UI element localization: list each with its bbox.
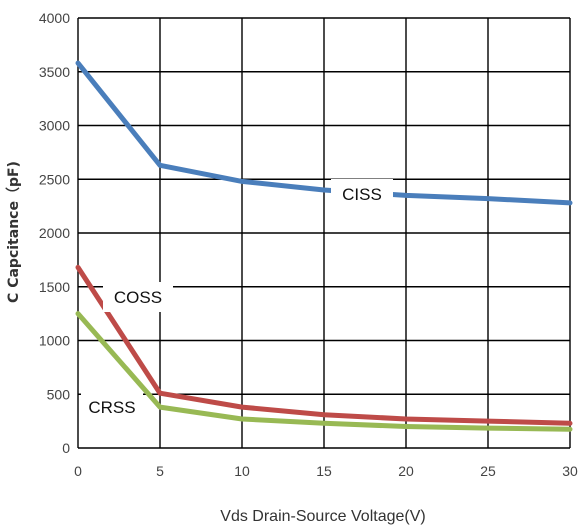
y-tick-label: 0 bbox=[62, 440, 70, 456]
series-label-bg bbox=[81, 392, 143, 422]
y-tick-label: 3500 bbox=[39, 64, 70, 80]
y-tick-label: 3000 bbox=[39, 118, 70, 134]
y-tick-labels: 0 500 1000 1500 2000 2500 3000 3500 4000 bbox=[39, 10, 70, 456]
series-labels: CISS COSS CRSS bbox=[81, 179, 393, 422]
x-tick-label: 0 bbox=[74, 463, 82, 479]
x-tick-label: 15 bbox=[316, 463, 332, 479]
grid bbox=[77, 17, 571, 449]
x-tick-label: 30 bbox=[562, 463, 578, 479]
series-label-crss: CRSS bbox=[88, 398, 135, 417]
y-tick-label: 1000 bbox=[39, 333, 70, 349]
y-axis-label: C Capcitance（pF) bbox=[6, 161, 22, 303]
x-axis-label: Vds Drain-Source Voltage(V) bbox=[220, 508, 425, 525]
series-label-bg bbox=[103, 282, 173, 312]
series-line-coss bbox=[75, 264, 573, 426]
y-tick-label: 1500 bbox=[39, 279, 70, 295]
y-tick-label: 4000 bbox=[39, 10, 70, 26]
x-tick-label: 10 bbox=[234, 463, 250, 479]
x-tick-label: 25 bbox=[480, 463, 496, 479]
series-label-coss: COSS bbox=[114, 288, 162, 307]
series-label-bg bbox=[331, 179, 393, 209]
x-tick-label: 5 bbox=[156, 463, 164, 479]
y-tick-label: 2500 bbox=[39, 171, 70, 187]
series-label-ciss: CISS bbox=[342, 185, 382, 204]
x-tick-label: 20 bbox=[398, 463, 414, 479]
series-line-crss bbox=[75, 311, 573, 432]
y-tick-label: 500 bbox=[47, 386, 71, 402]
series-line-ciss bbox=[75, 60, 573, 206]
y-tick-label: 2000 bbox=[39, 225, 70, 241]
x-tick-labels: 0 5 10 15 20 25 30 bbox=[74, 463, 578, 479]
series-lines bbox=[75, 60, 573, 432]
